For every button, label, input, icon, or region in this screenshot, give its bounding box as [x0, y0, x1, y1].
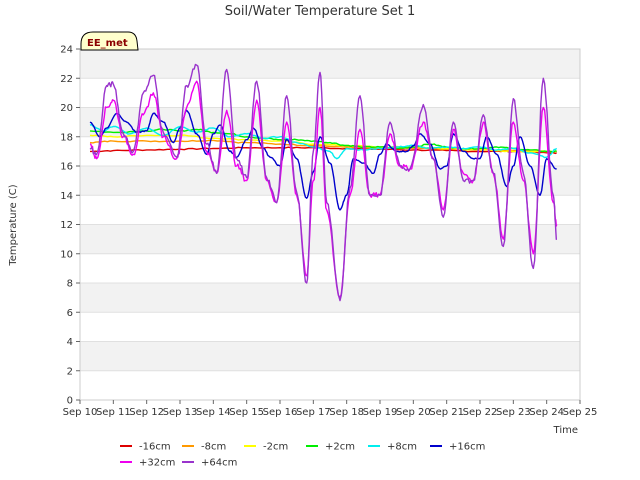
- x-axis-label: Time: [553, 425, 578, 436]
- x-tick-label: Sep 14: [196, 407, 231, 418]
- legend: -16cm -8cm -2cm +2cm +8cm +16cm +32cm +64cm: [120, 442, 485, 469]
- x-tick-label: Sep 22: [463, 407, 498, 418]
- grid-band: [80, 283, 580, 313]
- legend-label: +2cm: [325, 442, 355, 453]
- x-tick-label: Sep 12: [129, 407, 164, 418]
- y-tick-label: 0: [67, 396, 73, 407]
- site-label: EE_met: [87, 38, 128, 49]
- x-tick-label: Sep 23: [496, 407, 531, 418]
- legend-label: +8cm: [387, 442, 417, 453]
- grid-band: [80, 312, 580, 342]
- grid-band: [80, 341, 580, 371]
- y-tick-label: 6: [67, 308, 73, 319]
- x-tick-label: Sep 25: [563, 407, 598, 418]
- site-badge-box: [80, 31, 139, 51]
- x-tick-label: Sep 18: [329, 407, 364, 418]
- x-tick-label: Sep 15: [229, 407, 264, 418]
- legend-label: +16cm: [449, 442, 485, 453]
- grid-band: [80, 224, 580, 254]
- grid-band: [80, 166, 580, 196]
- grid-band: [80, 78, 580, 108]
- series-line-8cm: [89, 124, 558, 160]
- y-tick-label: 2: [67, 366, 73, 377]
- x-tick-label: Sep 24: [529, 407, 564, 418]
- y-tick-label: 4: [67, 337, 73, 348]
- y-tick-label: 14: [60, 191, 73, 202]
- y-tick-label: 8: [67, 279, 73, 290]
- series-layer: [89, 63, 558, 302]
- legend-label: -2cm: [263, 442, 288, 453]
- grid-band: [80, 253, 580, 283]
- grid-band: [80, 370, 580, 400]
- site-badge: EE_met: [80, 31, 139, 51]
- y-axis-label: Temperature (C): [8, 184, 19, 266]
- legend-label: +32cm: [139, 458, 175, 469]
- y-tick-label: 22: [60, 74, 73, 85]
- x-tick-label: Sep 10: [63, 407, 98, 418]
- series-line-16cm: [89, 109, 557, 211]
- x-tick-label: Sep 13: [163, 407, 198, 418]
- legend-label: -8cm: [201, 442, 226, 453]
- series-line-64cm: [89, 63, 558, 302]
- grid-band: [80, 49, 580, 79]
- y-tick-label: 20: [60, 103, 73, 114]
- x-tick-label: Sep 20: [396, 407, 431, 418]
- series-line-32cm: [89, 80, 558, 299]
- legend-label: -16cm: [139, 442, 171, 453]
- legend-label: +64cm: [201, 458, 237, 469]
- chart-title: Soil/Water Temperature Set 1: [225, 4, 416, 19]
- y-tick-label: 12: [60, 220, 73, 231]
- x-tick-label: Sep 16: [263, 407, 298, 418]
- y-tick-label: 24: [60, 45, 73, 56]
- grid-bands: [80, 48, 580, 401]
- x-tick-label: Sep 17: [296, 407, 331, 418]
- y-tick-label: 10: [60, 249, 73, 260]
- x-tick-label: Sep 19: [363, 407, 398, 418]
- x-tick-label: Sep 21: [429, 407, 464, 418]
- y-tick-label: 16: [60, 162, 73, 173]
- x-tick-label: Sep 11: [96, 407, 131, 418]
- y-tick-label: 18: [60, 132, 73, 143]
